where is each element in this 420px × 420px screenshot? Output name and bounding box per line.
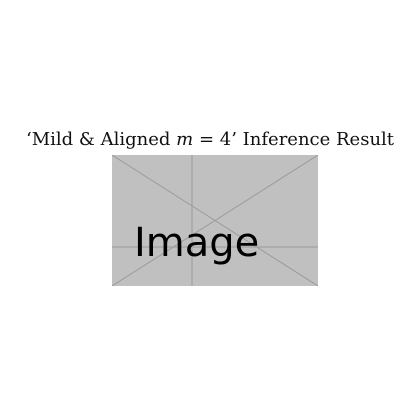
placeholder-label: Image (134, 219, 259, 267)
figure-caption: ‘Mild & Aligned m = 4’ Inference Result (0, 128, 420, 152)
caption-suffix: Inference Result (237, 129, 394, 150)
caption-text-before-math: Mild & Aligned (32, 129, 176, 150)
image-placeholder: Image (112, 155, 318, 286)
caption-math-equals: = 4 (193, 129, 231, 150)
caption-math-variable: m (176, 129, 193, 150)
